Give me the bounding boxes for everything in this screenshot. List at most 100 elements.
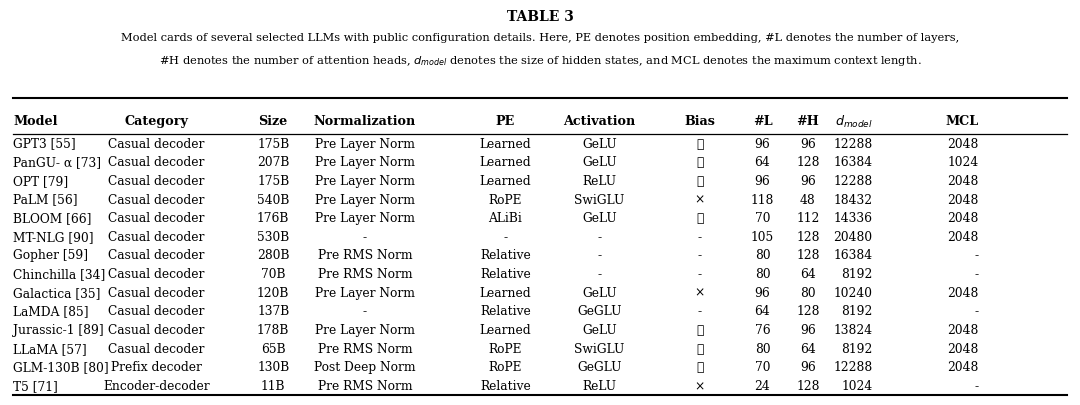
Text: ✓: ✓: [697, 323, 703, 336]
Text: 105: 105: [751, 230, 774, 243]
Text: Casual decoder: Casual decoder: [108, 323, 205, 336]
Text: Post Deep Norm: Post Deep Norm: [314, 360, 416, 373]
Text: 118: 118: [751, 193, 774, 206]
Text: 2048: 2048: [947, 193, 978, 206]
Text: Pre RMS Norm: Pre RMS Norm: [318, 267, 413, 280]
Text: Casual decoder: Casual decoder: [108, 212, 205, 225]
Text: 14336: 14336: [834, 212, 873, 225]
Text: 128: 128: [796, 249, 820, 262]
Text: -: -: [597, 249, 602, 262]
Text: 96: 96: [800, 360, 815, 373]
Text: 120B: 120B: [257, 286, 289, 299]
Text: SwiGLU: SwiGLU: [575, 193, 624, 206]
Text: ✓: ✓: [697, 212, 703, 225]
Text: 137B: 137B: [257, 305, 289, 318]
Text: 80: 80: [755, 249, 770, 262]
Text: Casual decoder: Casual decoder: [108, 286, 205, 299]
Text: Pre Layer Norm: Pre Layer Norm: [315, 137, 415, 150]
Text: 2048: 2048: [947, 175, 978, 188]
Text: Size: Size: [258, 115, 288, 128]
Text: 80: 80: [755, 342, 770, 355]
Text: SwiGLU: SwiGLU: [575, 342, 624, 355]
Text: GeLU: GeLU: [582, 323, 617, 336]
Text: Pre Layer Norm: Pre Layer Norm: [315, 175, 415, 188]
Text: 12288: 12288: [834, 175, 873, 188]
Text: Category: Category: [124, 115, 189, 128]
Text: GeLU: GeLU: [582, 286, 617, 299]
Text: 96: 96: [755, 175, 770, 188]
Text: GPT3 [55]: GPT3 [55]: [13, 137, 76, 150]
Text: -: -: [698, 305, 702, 318]
Text: GeGLU: GeGLU: [577, 360, 622, 373]
Text: -: -: [974, 249, 978, 262]
Text: -: -: [597, 230, 602, 243]
Text: -: -: [974, 267, 978, 280]
Text: 8192: 8192: [841, 342, 873, 355]
Text: 20480: 20480: [834, 230, 873, 243]
Text: GeLU: GeLU: [582, 137, 617, 150]
Text: Learned: Learned: [480, 175, 531, 188]
Text: 2048: 2048: [947, 137, 978, 150]
Text: PE: PE: [496, 115, 515, 128]
Text: 64: 64: [800, 342, 815, 355]
Text: RoPE: RoPE: [488, 193, 523, 206]
Text: 11B: 11B: [261, 379, 285, 392]
Text: Bias: Bias: [685, 115, 715, 128]
Text: 128: 128: [796, 379, 820, 392]
Text: Pre Layer Norm: Pre Layer Norm: [315, 156, 415, 169]
Text: 64: 64: [755, 156, 770, 169]
Text: $d_{model}$: $d_{model}$: [835, 113, 873, 130]
Text: 1024: 1024: [947, 156, 978, 169]
Text: ✓: ✓: [697, 342, 703, 355]
Text: 175B: 175B: [257, 175, 289, 188]
Text: Pre RMS Norm: Pre RMS Norm: [318, 249, 413, 262]
Text: #H denotes the number of attention heads, $d_{model}$ denotes the size of hidden: #H denotes the number of attention heads…: [159, 53, 921, 67]
Text: 12288: 12288: [834, 137, 873, 150]
Text: 540B: 540B: [257, 193, 289, 206]
Text: ×: ×: [694, 286, 705, 299]
Text: 12288: 12288: [834, 360, 873, 373]
Text: Relative: Relative: [481, 379, 530, 392]
Text: 80: 80: [755, 267, 770, 280]
Text: Pre RMS Norm: Pre RMS Norm: [318, 379, 413, 392]
Text: 1024: 1024: [841, 379, 873, 392]
Text: 96: 96: [800, 137, 815, 150]
Text: 112: 112: [796, 212, 820, 225]
Text: Casual decoder: Casual decoder: [108, 137, 205, 150]
Text: Pre Layer Norm: Pre Layer Norm: [315, 212, 415, 225]
Text: Casual decoder: Casual decoder: [108, 156, 205, 169]
Text: MCL: MCL: [945, 115, 978, 128]
Text: GeLU: GeLU: [582, 212, 617, 225]
Text: 178B: 178B: [257, 323, 289, 336]
Text: 48: 48: [800, 193, 815, 206]
Text: 70B: 70B: [261, 267, 285, 280]
Text: Encoder-decoder: Encoder-decoder: [104, 379, 210, 392]
Text: ×: ×: [694, 379, 705, 392]
Text: Learned: Learned: [480, 137, 531, 150]
Text: -: -: [698, 267, 702, 280]
Text: ✓: ✓: [697, 137, 703, 150]
Text: GeGLU: GeGLU: [577, 305, 622, 318]
Text: 24: 24: [755, 379, 770, 392]
Text: MT-NLG [90]: MT-NLG [90]: [13, 230, 94, 243]
Text: ✓: ✓: [697, 360, 703, 373]
Text: Casual decoder: Casual decoder: [108, 342, 205, 355]
Text: 176B: 176B: [257, 212, 289, 225]
Text: -: -: [363, 305, 367, 318]
Text: #L: #L: [753, 115, 772, 128]
Text: Chinchilla [34]: Chinchilla [34]: [13, 267, 105, 280]
Text: 128: 128: [796, 156, 820, 169]
Text: Normalization: Normalization: [314, 115, 416, 128]
Text: ✓: ✓: [697, 175, 703, 188]
Text: Casual decoder: Casual decoder: [108, 193, 205, 206]
Text: Learned: Learned: [480, 156, 531, 169]
Text: Relative: Relative: [481, 267, 530, 280]
Text: 70: 70: [755, 360, 770, 373]
Text: 2048: 2048: [947, 212, 978, 225]
Text: RoPE: RoPE: [488, 360, 523, 373]
Text: 80: 80: [800, 286, 815, 299]
Text: TABLE 3: TABLE 3: [507, 10, 573, 24]
Text: 175B: 175B: [257, 137, 289, 150]
Text: Pre Layer Norm: Pre Layer Norm: [315, 286, 415, 299]
Text: 76: 76: [755, 323, 770, 336]
